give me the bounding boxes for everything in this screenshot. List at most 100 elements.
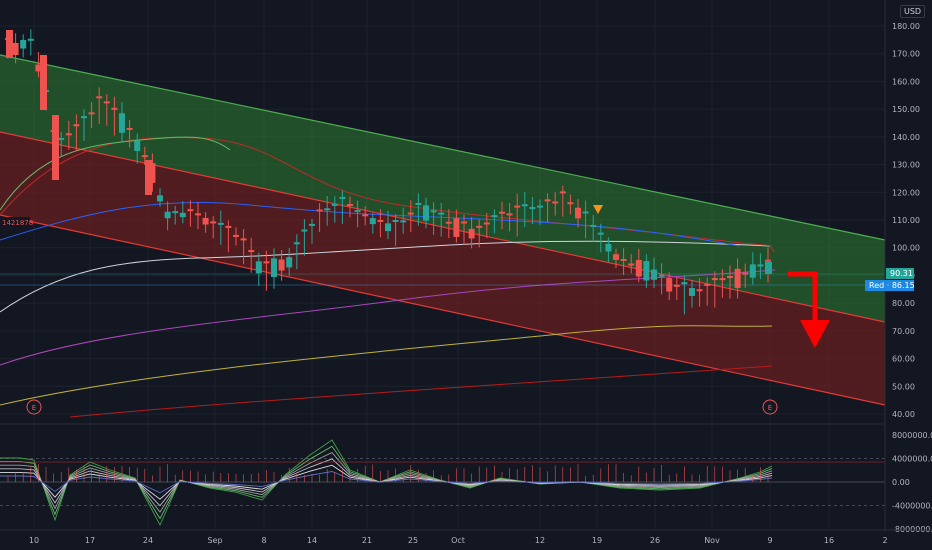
candle-body	[704, 283, 711, 286]
candle-body	[544, 199, 551, 202]
candle-body	[423, 205, 429, 221]
candle-body	[537, 205, 543, 208]
candle-body	[301, 229, 308, 232]
earnings-marker-label: E	[32, 404, 36, 412]
time-tick-label: 8	[261, 536, 266, 545]
candle-body	[202, 217, 209, 225]
candle-body	[445, 221, 452, 224]
candle-body	[255, 261, 262, 274]
left-label: 1421878	[2, 219, 33, 227]
candle-body	[461, 221, 467, 224]
candle-body	[96, 96, 103, 99]
candle-body	[392, 219, 399, 222]
candle-body	[324, 208, 331, 211]
candle-body	[141, 155, 148, 158]
candle-body	[385, 223, 391, 232]
candle-body	[12, 42, 19, 56]
earnings-marker-label: E	[768, 404, 772, 412]
candle-body	[483, 222, 490, 225]
price-tick-label: 50.00	[892, 382, 915, 391]
candle-body	[347, 203, 353, 206]
candle-body	[430, 210, 437, 213]
price-tick-label: 110.00	[892, 216, 920, 225]
candle-body	[407, 212, 414, 215]
indicator-line	[0, 458, 773, 507]
candle-body	[673, 284, 680, 287]
candle-body	[765, 262, 772, 274]
indicator-tick-label: 0.00	[892, 478, 910, 487]
candle-body	[164, 211, 171, 219]
candle-body	[225, 225, 232, 228]
time-tick-label: 21	[362, 536, 372, 545]
candle-body	[620, 258, 627, 261]
candle-body	[749, 264, 756, 278]
candle-body	[65, 133, 72, 136]
candle-body	[529, 207, 536, 210]
candle-body	[111, 107, 118, 110]
candle-body	[468, 228, 475, 239]
candle-body	[331, 203, 338, 206]
candle-body	[696, 289, 703, 292]
price-tick-label: 80.00	[892, 299, 915, 308]
candle-body	[635, 259, 642, 277]
earnings-marker	[762, 399, 778, 415]
candle-body	[149, 163, 156, 183]
ma-white	[0, 240, 771, 313]
channel-lower-band	[0, 132, 885, 405]
candle-body	[58, 138, 65, 141]
candle-body	[187, 209, 194, 212]
price-tick-label: 60.00	[892, 355, 915, 364]
candle-body	[316, 209, 323, 212]
price-tick-label: 130.00	[892, 161, 920, 170]
candle-body	[666, 278, 673, 292]
price-tick-label: 180.00	[892, 22, 920, 31]
candle-body	[103, 101, 110, 104]
candle-body	[81, 116, 87, 119]
candle-body	[514, 205, 521, 208]
time-tick-label: 9	[767, 536, 772, 545]
candle-body	[35, 64, 42, 72]
candle-body	[658, 274, 665, 277]
candle-body	[734, 268, 741, 288]
candle-body	[643, 261, 650, 281]
price-tick-label: 140.00	[892, 133, 920, 142]
ma-purple	[0, 269, 776, 366]
candle-body	[369, 218, 376, 225]
candle-body	[339, 196, 346, 199]
candle-body	[263, 261, 270, 264]
time-tick-label: Nov	[704, 536, 720, 545]
channel-top-line	[0, 54, 886, 241]
candle-body	[52, 115, 59, 180]
candle-body	[286, 257, 293, 268]
candle-body	[453, 218, 460, 237]
time-tick-label: 19	[592, 536, 602, 545]
candle-body	[499, 211, 505, 214]
candle-body	[400, 220, 407, 223]
candle-body	[711, 278, 718, 281]
candle-body	[271, 258, 277, 278]
last-price-tag-bg	[886, 268, 914, 279]
indicator-tick-label: 8000000.00	[892, 431, 932, 440]
time-tick-label: 12	[535, 536, 545, 545]
channel-upper-band	[0, 55, 885, 322]
candle-body	[157, 195, 163, 202]
price-tick-label: 120.00	[892, 188, 920, 197]
price-tick-label: 70.00	[892, 327, 915, 336]
candle-body	[210, 221, 217, 224]
signal-marker	[593, 205, 603, 214]
candle-body	[552, 201, 559, 204]
candle-body	[354, 210, 361, 213]
candle-body	[88, 112, 95, 115]
time-tick-label: 25	[408, 536, 418, 545]
time-tick-label: 2	[882, 536, 887, 545]
candle-body	[27, 38, 34, 41]
candle-body	[362, 214, 369, 217]
indicator-line	[0, 445, 773, 520]
ma-yellow	[0, 325, 773, 406]
price-tick-label: 160.00	[892, 77, 920, 86]
candle-body	[377, 219, 384, 222]
candle-body	[590, 224, 597, 227]
candle-body	[628, 263, 635, 266]
